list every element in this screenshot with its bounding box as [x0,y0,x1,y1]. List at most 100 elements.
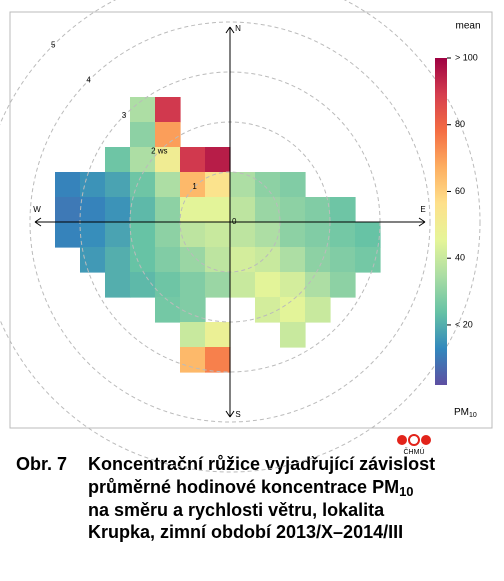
colorbar-label: 40 [455,253,465,263]
cell [130,197,156,223]
cell [55,172,81,198]
cell [255,272,281,298]
cell [255,222,281,248]
direction-label: N [235,24,241,33]
cell [180,222,206,248]
cell [155,122,181,148]
axis-arrow [225,26,235,34]
cell [280,297,306,323]
cell [155,272,181,298]
cell [155,297,181,323]
axis-arrow [418,217,426,227]
direction-label: W [33,205,41,214]
legend-title: mean [455,21,480,32]
cell [80,222,106,248]
direction-label: S [235,410,240,419]
cell [205,147,231,173]
axis-arrow [225,410,235,418]
ring-label: 5 [51,40,56,49]
cell [305,197,331,223]
cell [55,222,81,248]
cell [255,197,281,223]
cell [305,297,331,323]
cell [180,147,206,173]
cell [155,247,181,273]
cell [105,247,131,273]
logo-dot [421,435,431,445]
cell [355,247,381,273]
cell [355,222,381,248]
cell [280,322,306,348]
cell [205,272,231,298]
cell [130,247,156,273]
cell [180,297,206,323]
cell [255,297,281,323]
cell [205,322,231,348]
cell [155,222,181,248]
cell [205,172,231,198]
cell [80,247,106,273]
cell [155,197,181,223]
cell [130,222,156,248]
axis-arrow [34,217,42,227]
cell [330,247,356,273]
cell [255,172,281,198]
colorbar [435,58,447,385]
unit: PM [454,407,469,418]
cell [55,197,81,223]
cell [155,97,181,123]
caption-line: průměrné hodinové koncentrace PM10 [88,477,414,500]
caption-sub: 10 [399,484,413,499]
cell [105,147,131,173]
cell [180,172,206,198]
cell [280,197,306,223]
cell [230,222,256,248]
cell [105,272,131,298]
cell [155,172,181,198]
cell [280,247,306,273]
heatmap [55,97,381,373]
unit-sub: 10 [469,412,477,419]
cell [130,172,156,198]
cell [130,272,156,298]
cell [180,197,206,223]
cell [205,222,231,248]
cell [180,347,206,373]
ring-label: 3 [122,111,127,120]
cell [280,272,306,298]
cell [330,197,356,223]
ring-label: 1 [192,182,197,191]
logo-dot [408,434,420,446]
cell [180,247,206,273]
cell [105,172,131,198]
cell [205,347,231,373]
cell [280,222,306,248]
direction-label: E [420,205,425,214]
colorbar-label: 80 [455,119,465,129]
cell [105,197,131,223]
cell [305,272,331,298]
cell [230,172,256,198]
cell [105,222,131,248]
colorbar-label: 60 [455,186,465,196]
cell [205,197,231,223]
cell [130,97,156,123]
ring [29,21,431,423]
unit-label: PM10 [454,407,477,419]
cell [230,272,256,298]
colorbar-label: < 20 [455,319,473,329]
cell [230,247,256,273]
colorbar-label: > 100 [455,52,478,62]
ring-label: 4 [86,76,91,85]
cell [280,172,306,198]
logo: ČHMÚ [397,434,431,456]
caption-line: na směru a rychlosti větru, lokalita [88,500,385,520]
ring [0,0,481,473]
cell [330,222,356,248]
logo-text: ČHMÚ [404,447,425,456]
logo-dot [397,435,407,445]
cell [305,247,331,273]
cell [80,197,106,223]
